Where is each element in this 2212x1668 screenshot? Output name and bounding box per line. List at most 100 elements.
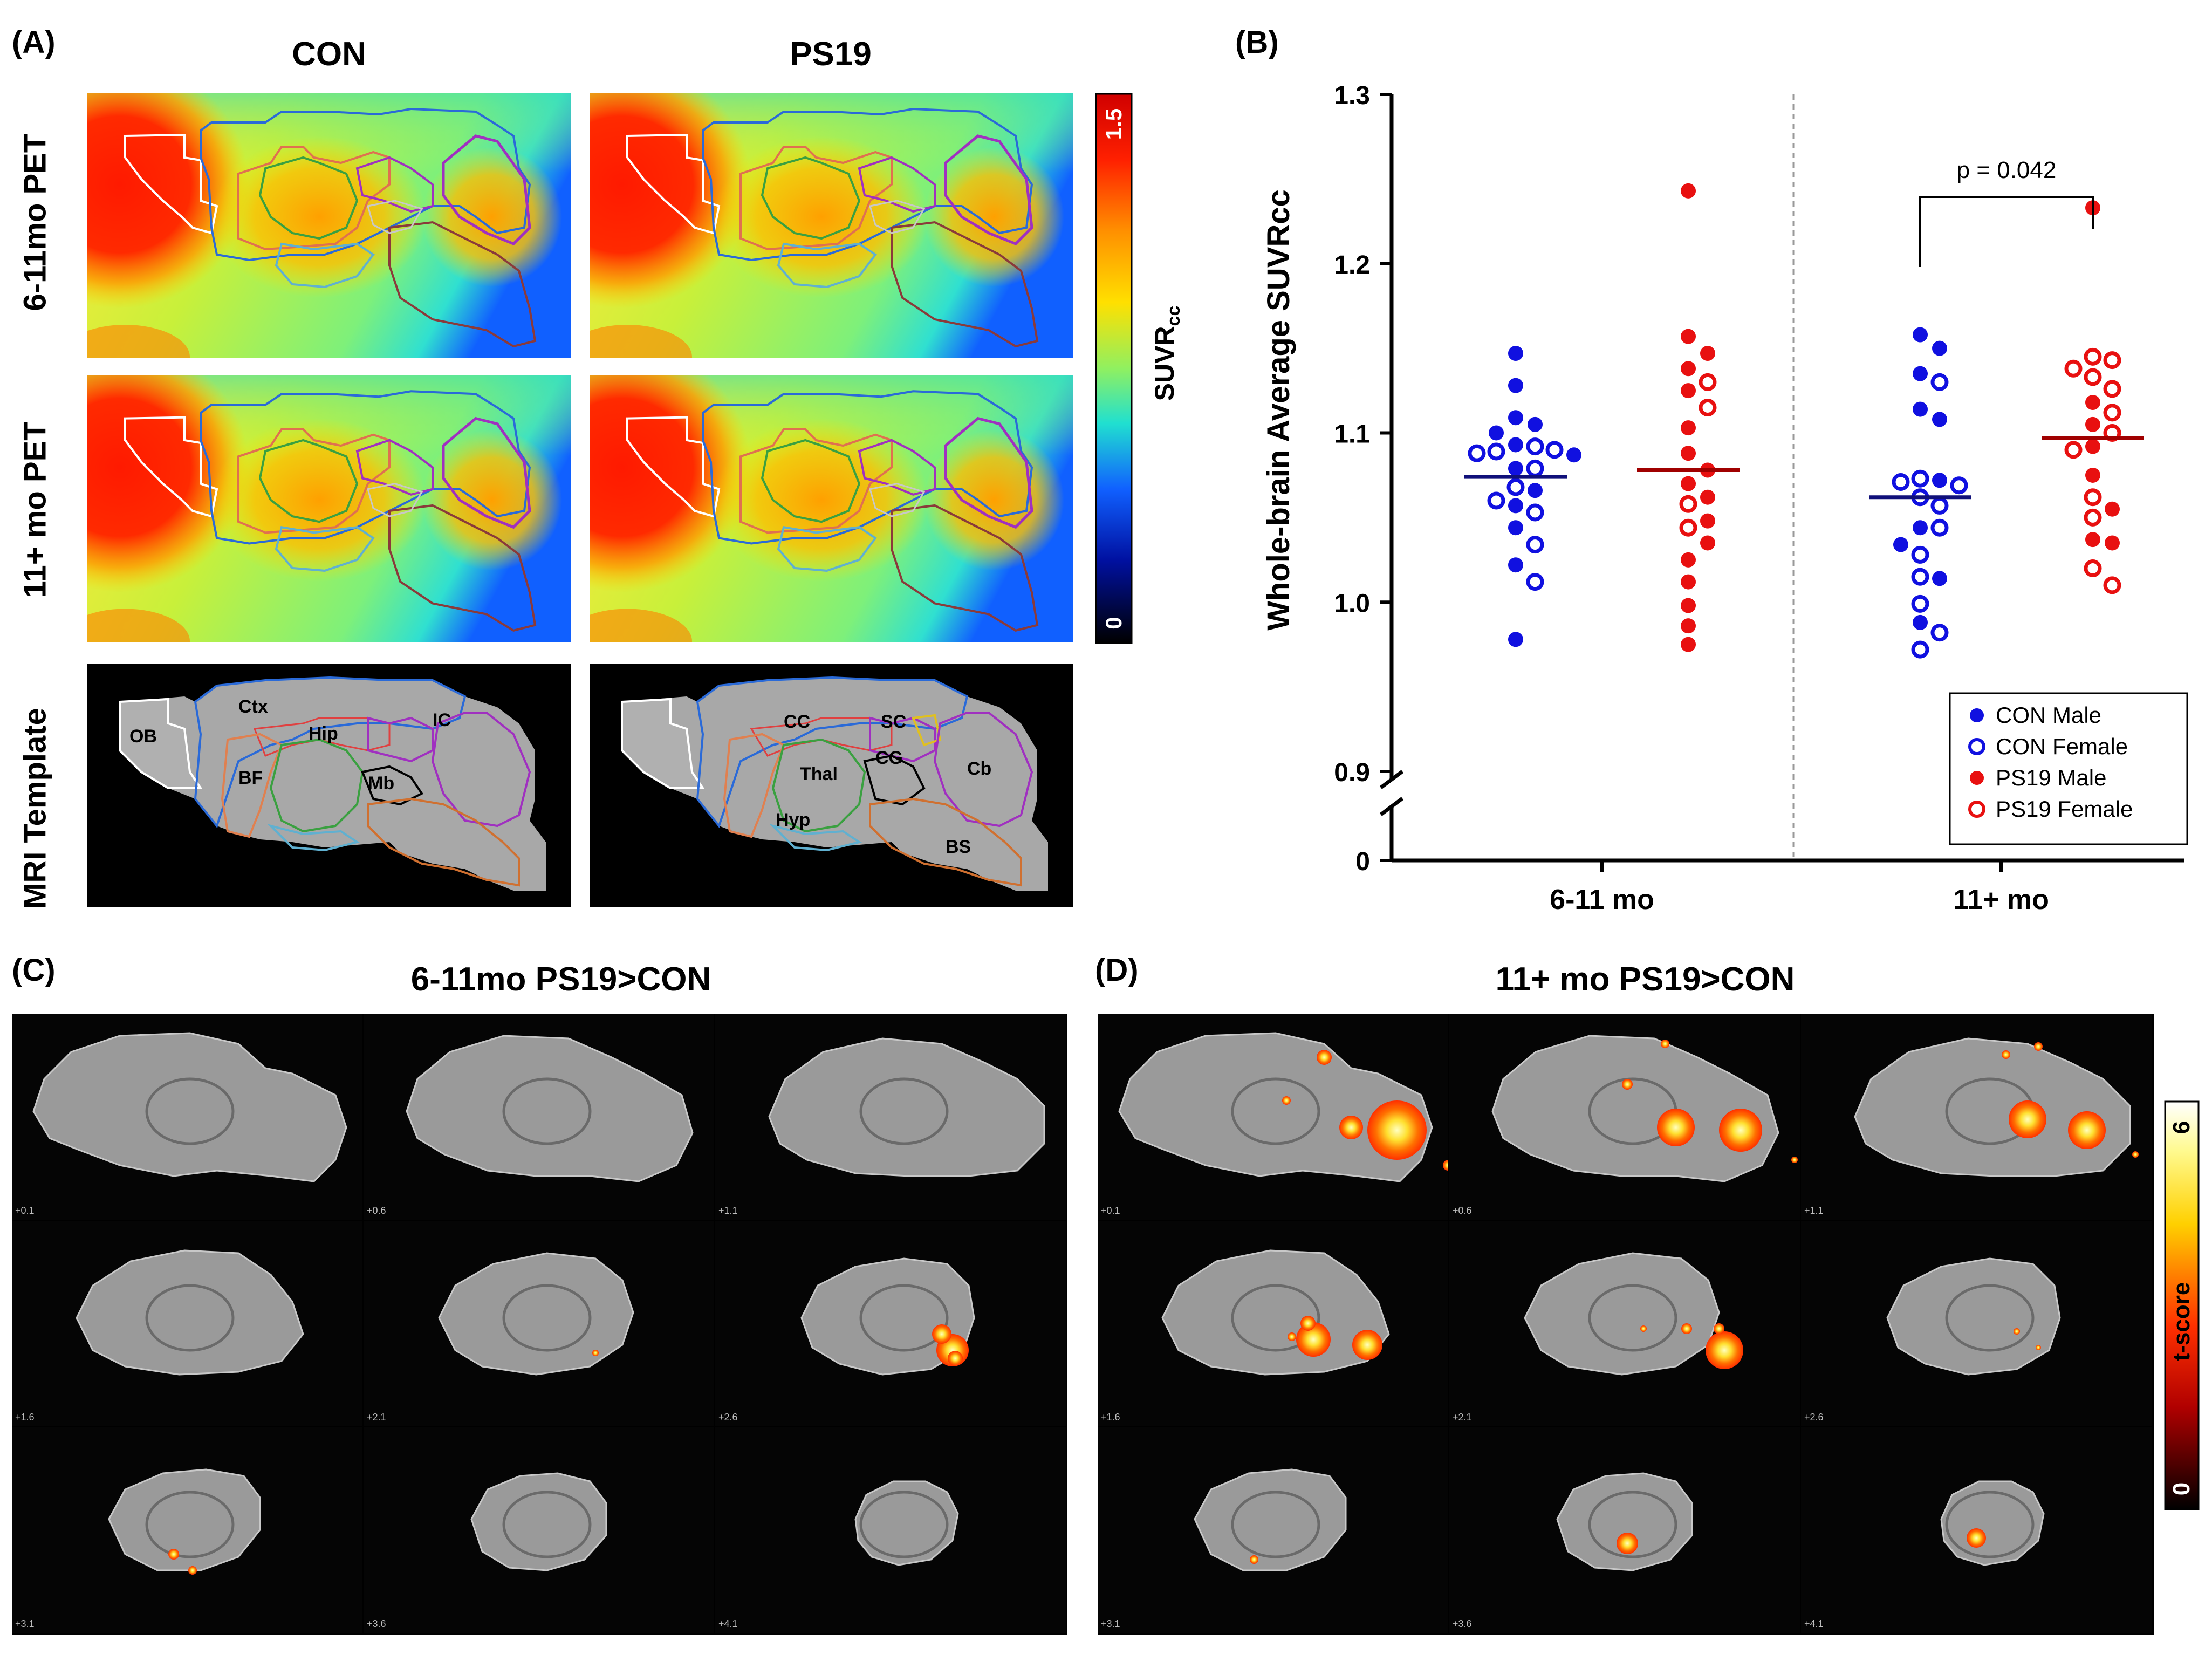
data-point xyxy=(1526,459,1544,477)
data-point xyxy=(2103,576,2121,594)
y-tick-label: 1.0 xyxy=(1334,589,1370,618)
panel-c-slice-image xyxy=(470,1472,607,1571)
legend-label: PS19 Male xyxy=(1996,765,2106,790)
data-point xyxy=(2105,501,2120,517)
brain-structure-outline xyxy=(859,1077,949,1145)
activation-cluster xyxy=(1352,1330,1382,1360)
activation-cluster xyxy=(1714,1323,1724,1334)
activation-cluster xyxy=(2132,1151,2139,1158)
panel-d-slice-image xyxy=(1556,1472,1693,1571)
activation-cluster xyxy=(2036,1345,2041,1350)
activation-cluster xyxy=(1622,1079,1633,1090)
region-label-mb: Mb xyxy=(368,773,394,794)
activation-cluster xyxy=(932,1324,951,1344)
activation-cluster xyxy=(1443,1160,1448,1171)
legend-marker xyxy=(1968,738,1985,755)
y-axis-break-mark xyxy=(1379,797,1404,816)
data-point xyxy=(1681,552,1696,568)
data-point xyxy=(2084,368,2102,386)
y-tick-label: 1.2 xyxy=(1334,251,1370,279)
data-point xyxy=(2084,488,2102,507)
activation-cluster xyxy=(1657,1109,1695,1146)
brain-structure-outline xyxy=(1588,1491,1677,1558)
data-point xyxy=(1526,437,1544,456)
activation-cluster xyxy=(1706,1331,1743,1369)
data-point xyxy=(1679,518,1697,537)
activation-cluster xyxy=(188,1566,197,1575)
activation-cluster xyxy=(1288,1332,1296,1341)
panel-d-slice-5: +2.6 xyxy=(1801,1221,2152,1426)
data-point xyxy=(1681,574,1696,590)
data-point xyxy=(1700,535,1715,551)
panel-c-slice-8: +4.1 xyxy=(715,1427,1066,1633)
slice-position-label: +0.1 xyxy=(15,1205,35,1216)
region-label-cc: CC xyxy=(784,712,810,732)
brain-structure-outline xyxy=(145,1284,235,1352)
panel-d-slice-8: +4.1 xyxy=(1801,1427,2152,1633)
data-point xyxy=(1911,469,1929,488)
brain-structure-outline xyxy=(859,1284,949,1352)
brain-slice xyxy=(438,1252,634,1376)
data-point xyxy=(1681,420,1696,436)
legend-label: PS19 Female xyxy=(1996,796,2133,822)
brain-slice xyxy=(800,1257,975,1376)
slice-position-label: +1.6 xyxy=(1101,1412,1120,1423)
data-point xyxy=(1681,383,1696,399)
data-point xyxy=(1566,447,1581,463)
activation-cluster xyxy=(592,1350,599,1356)
activation-cluster xyxy=(1296,1322,1331,1357)
data-point xyxy=(1932,571,1947,586)
data-point xyxy=(1911,545,1929,564)
data-point xyxy=(1526,536,1544,554)
data-point xyxy=(1508,410,1523,426)
data-point xyxy=(1468,444,1486,462)
y-tick-label: 1.3 xyxy=(1334,81,1370,110)
data-point xyxy=(1930,373,1949,391)
pet-image-ps19-11plus xyxy=(590,375,1073,642)
brain-structure-outline xyxy=(1231,1491,1320,1558)
legend-label: CON Female xyxy=(1996,734,2128,759)
data-point xyxy=(2085,416,2100,432)
data-point xyxy=(1913,401,1928,417)
panel-d-slice-grid: +0.1 +0.6 +1.1 +1.6 +2.1 +2.6 +3.1 +3.6 +4.1 xyxy=(1098,1014,2154,1635)
brain-slice xyxy=(854,1480,959,1566)
panel-c-slice-image xyxy=(32,1032,347,1182)
region-label-hip: Hip xyxy=(309,723,338,744)
data-point xyxy=(2085,532,2100,548)
slice-position-label: +0.6 xyxy=(367,1205,386,1216)
slice-position-label: +1.1 xyxy=(718,1205,738,1216)
y-tick-label-zero: 0 xyxy=(1355,847,1370,876)
data-point xyxy=(1892,473,1910,491)
brain-slice xyxy=(1194,1468,1347,1571)
legend-label: CON Male xyxy=(1996,702,2101,728)
region-label-hyp: Hyp xyxy=(776,810,810,830)
y-tick-label: 1.1 xyxy=(1334,420,1370,449)
data-point xyxy=(1932,412,1947,427)
slice-position-label: +0.1 xyxy=(1101,1205,1120,1216)
suvr-colorbar-label-sub: cc xyxy=(1163,305,1184,326)
data-point xyxy=(1681,183,1696,199)
suvr-colorbar-min: 0 xyxy=(1101,617,1126,630)
data-point xyxy=(1508,557,1523,573)
pet-image-con-11plus xyxy=(87,375,571,642)
panel-c-slice-7: +3.6 xyxy=(364,1427,714,1633)
data-point xyxy=(1526,573,1544,591)
data-point xyxy=(2084,559,2102,577)
panel-c-slice-2: +1.1 xyxy=(715,1014,1066,1220)
brain-slice xyxy=(768,1037,1045,1177)
data-point xyxy=(1506,478,1525,496)
panel-c-slice-1: +0.6 xyxy=(364,1014,714,1220)
p-value-annotation: p = 0.042 xyxy=(1957,157,2057,183)
data-point xyxy=(1681,476,1696,491)
t-score-colorbar-label: t-score xyxy=(2168,1282,2195,1362)
brain-slice xyxy=(406,1035,694,1182)
data-point xyxy=(1913,614,1928,630)
panel-c-slice-image xyxy=(108,1468,261,1575)
data-point xyxy=(1911,568,1929,586)
activation-cluster xyxy=(168,1549,179,1560)
activation-cluster xyxy=(2068,1111,2106,1149)
suvr-colorbar-label: SUVRcc xyxy=(1149,289,1187,418)
activation-cluster xyxy=(1282,1096,1291,1105)
panel-a-row-label-mri: MRI Template xyxy=(17,708,53,909)
region-label-ctx: Ctx xyxy=(238,696,268,717)
